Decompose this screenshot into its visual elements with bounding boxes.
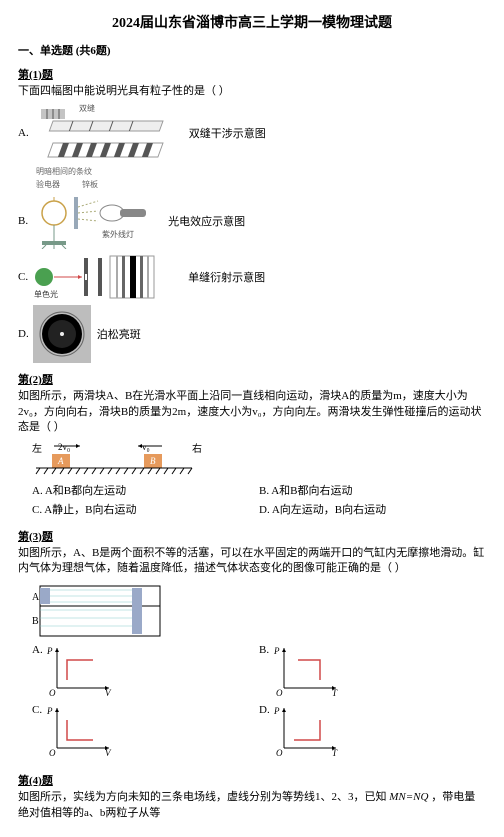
svg-text:左: 左: [32, 442, 42, 455]
q1-text: 下面四幅图中能说明光具有粒子性的是（ ）: [18, 84, 486, 99]
collision-diagram: 左 右 2v₀ A v₀ B: [32, 440, 202, 480]
svg-text:T: T: [332, 688, 338, 698]
svg-text:A: A: [32, 592, 40, 603]
svg-text:P: P: [273, 646, 280, 656]
poisson-spot-diagram: [33, 305, 91, 363]
q1-option-c: C. 单色光 单缝衍射示意图: [18, 252, 486, 302]
q1-optD-caption: 泊松亮斑: [97, 326, 141, 342]
svg-text:单色光: 单色光: [34, 289, 58, 299]
option-letter: B.: [259, 644, 269, 656]
pt-graph-d: P T O: [272, 704, 342, 758]
cylinder-diagram: A B: [32, 580, 182, 642]
svg-text:右: 右: [192, 442, 202, 455]
page-title: 2024届山东省淄博市高三上学期一模物理试题: [18, 12, 486, 32]
svg-text:P: P: [273, 706, 280, 716]
svg-text:P: P: [46, 706, 53, 716]
option-letter: C.: [32, 704, 42, 716]
svg-text:O: O: [276, 748, 283, 758]
q4-text: 如图所示，实线为方向未知的三条电场线，虚线分别为等势线1、2、3，已知 MN=N…: [18, 790, 486, 821]
option-letter: D.: [18, 328, 29, 340]
option-letter: A.: [18, 127, 29, 139]
q1-label: 第(1)题: [18, 66, 486, 82]
single-slit-diagram: 单色光: [32, 252, 182, 302]
svg-text:V: V: [105, 748, 112, 758]
q1-option-a: A. 双缝 双: [18, 103, 486, 163]
option-letter: C.: [18, 271, 28, 283]
q2-option-a: A. A和B都向左运动: [32, 482, 259, 498]
q1-option-d: D. 泊松亮斑: [18, 305, 486, 363]
q2-option-c: C. A静止，B向右运动: [32, 501, 259, 517]
q3-label: 第(3)题: [18, 528, 486, 544]
q2-option-b: B. A和B都向右运动: [259, 482, 486, 498]
svg-text:B: B: [32, 616, 39, 627]
svg-text:V: V: [105, 688, 112, 698]
option-letter: A.: [32, 644, 43, 656]
svg-text:紫外线灯: 紫外线灯: [102, 229, 134, 239]
svg-text:T: T: [332, 748, 338, 758]
q1-optA-sub2: 明暗相间的条纹: [36, 166, 486, 177]
pt-graph-b: P T O: [272, 644, 342, 698]
q3-option-a: A. P V O: [32, 644, 259, 701]
q3-text: 如图所示，A、B是两个面积不等的活塞，可以在水平固定的两端开口的气缸内无摩擦地滑…: [18, 546, 486, 577]
svg-text:O: O: [49, 748, 56, 758]
q1-optC-caption: 单缝衍射示意图: [188, 269, 265, 285]
pv-graph-c: P V O: [45, 704, 115, 758]
q1-option-b: B. 紫外线灯 光电效应示意图: [18, 193, 486, 249]
option-letter: D.: [259, 704, 270, 716]
q4-label: 第(4)题: [18, 772, 486, 788]
q1-optA-caption: 双缝干涉示意图: [189, 125, 266, 141]
option-letter: B.: [18, 215, 28, 227]
double-slit-diagram: 双缝: [33, 103, 183, 163]
svg-text:v₀: v₀: [142, 442, 150, 452]
q1-optB-sub1: 验电器: [36, 180, 60, 189]
section-heading: 一、单选题 (共6题): [18, 42, 486, 58]
q1-optB-caption: 光电效应示意图: [168, 213, 245, 229]
svg-text:双缝: 双缝: [79, 103, 95, 113]
svg-text:B: B: [150, 456, 156, 466]
q4-text-prefix: 如图所示，实线为方向未知的三条电场线，虚线分别为等势线1、2、3，已知: [18, 791, 387, 803]
photoelectric-diagram: 紫外线灯: [32, 193, 162, 249]
svg-text:O: O: [276, 688, 283, 698]
q4-math: MN=NQ: [389, 791, 428, 803]
svg-text:A: A: [57, 456, 64, 466]
q2-text: 如图所示，两滑块A、B在光滑水平面上沿同一直线相向运动，滑块A的质量为m，速度大…: [18, 389, 486, 435]
svg-text:O: O: [49, 688, 56, 698]
pv-graph-a: P V O: [45, 644, 115, 698]
svg-text:P: P: [46, 646, 53, 656]
q3-option-b: B. P T O: [259, 644, 486, 701]
q1-optB-sub2: 锌板: [82, 180, 98, 189]
q2-option-d: D. A向左运动，B向右运动: [259, 501, 486, 517]
q2-label: 第(2)题: [18, 371, 486, 387]
svg-text:2v₀: 2v₀: [58, 442, 70, 452]
